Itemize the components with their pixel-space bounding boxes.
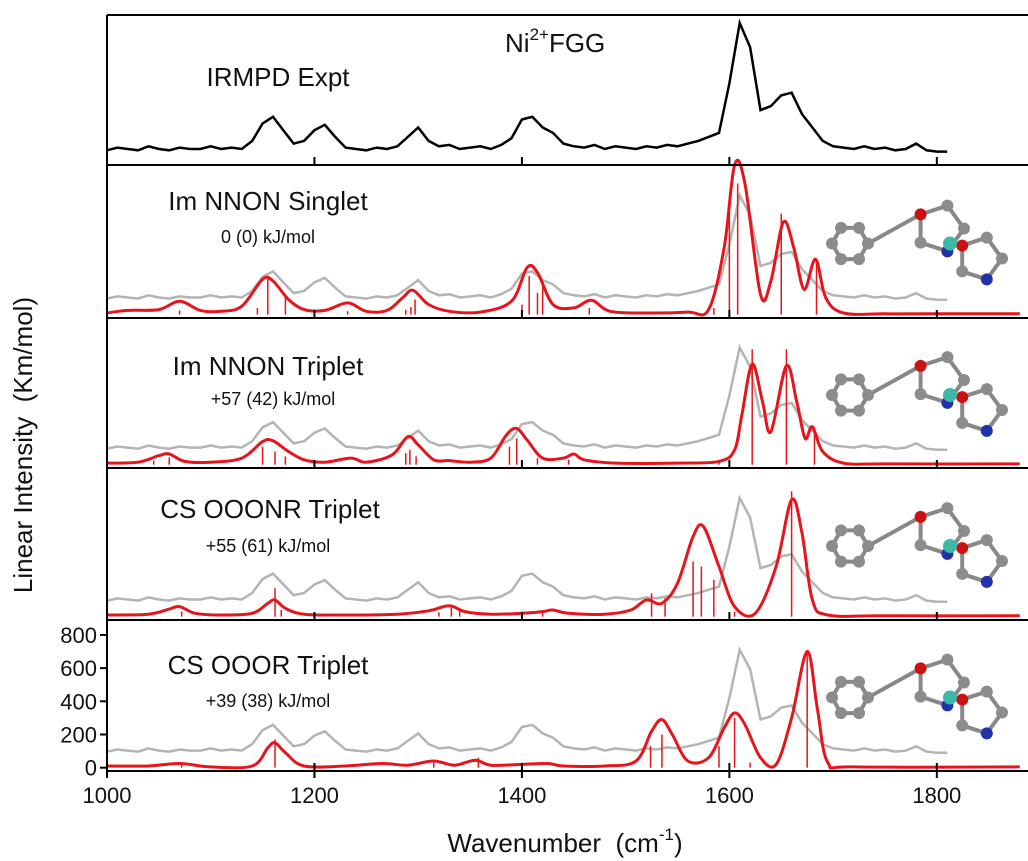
molecule-atom <box>956 694 968 706</box>
molecule-atom <box>915 662 927 674</box>
molecule-atom <box>956 719 968 731</box>
molecule-atom <box>941 502 953 514</box>
molecule-atom <box>862 238 874 250</box>
molecule-atom <box>835 222 847 234</box>
panel-subtitle: +39 (38) kJ/mol <box>206 691 331 711</box>
molecule-atom <box>958 374 970 386</box>
x-axis-label-superscript: -1 <box>659 825 674 844</box>
x-tick-label: 1000 <box>83 783 132 808</box>
molecule-metal <box>943 539 957 553</box>
y-tick-label: 800 <box>60 623 97 648</box>
molecule-atom <box>956 240 968 252</box>
molecule-atom <box>981 727 993 739</box>
x-tick-label: 1400 <box>497 783 546 808</box>
molecule-atom <box>835 707 847 719</box>
molecule-atom <box>853 253 865 265</box>
molecule-atom <box>981 686 993 698</box>
y-tick-label: 400 <box>60 689 97 714</box>
x-axis-label-part: ) <box>674 828 683 858</box>
molecule-atom <box>981 534 993 546</box>
molecule-metal <box>943 388 957 402</box>
molecule-metal <box>943 237 957 251</box>
panel-subtitle: +57 (42) kJ/mol <box>211 389 336 409</box>
molecule-atom <box>996 253 1008 265</box>
y-tick-label: 600 <box>60 656 97 681</box>
annotation-superscript: 2+ <box>530 25 549 44</box>
annotation: Ni2+FGG <box>505 25 605 58</box>
molecule-atom <box>862 540 874 552</box>
molecule-atom <box>826 540 838 552</box>
molecule-atom <box>862 389 874 401</box>
x-tick-label: 1600 <box>705 783 754 808</box>
molecule-atom <box>996 555 1008 567</box>
molecule-atom <box>915 360 927 372</box>
molecule-bond <box>868 366 921 395</box>
molecule-atom <box>853 222 865 234</box>
panel-subtitle: +55 (61) kJ/mol <box>206 536 331 556</box>
molecule-atom <box>853 556 865 568</box>
molecule-atom <box>958 677 970 689</box>
panel-subtitle: 0 (0) kJ/mol <box>221 227 315 247</box>
molecule-atom <box>941 351 953 363</box>
molecule-atom <box>981 383 993 395</box>
molecule-bond <box>868 668 921 697</box>
molecule-atom <box>981 425 993 437</box>
molecule-atom <box>941 654 953 666</box>
molecule-atom <box>915 511 927 523</box>
molecule-atom <box>835 556 847 568</box>
molecule-atom <box>853 405 865 417</box>
x-tick-label: 1200 <box>290 783 339 808</box>
y-axis-label: Linear Intensity (Km/mol) <box>8 297 38 593</box>
molecule-atom <box>956 265 968 277</box>
panel-title: Im NNON Singlet <box>168 186 368 216</box>
molecule-atom <box>835 676 847 688</box>
y-tick-label: 200 <box>60 722 97 747</box>
panel-title: IRMPD Expt <box>206 62 350 92</box>
x-tick-label: 1800 <box>912 783 961 808</box>
molecule-atom <box>915 208 927 220</box>
molecule-atom <box>853 373 865 385</box>
molecule-atom <box>956 391 968 403</box>
molecule-atom <box>835 524 847 536</box>
molecule-atom <box>981 576 993 588</box>
molecule-atom <box>826 238 838 250</box>
molecule-atom <box>915 388 927 400</box>
panel-title: Im NNON Triplet <box>173 351 364 381</box>
molecule-atom <box>853 676 865 688</box>
molecule-bond <box>868 517 921 546</box>
molecule-atom <box>996 404 1008 416</box>
panel-title: CS OOOR Triplet <box>168 650 370 680</box>
molecule-atom <box>915 237 927 249</box>
molecule-atom <box>941 200 953 212</box>
molecule-atom <box>956 542 968 554</box>
molecule-atom <box>826 692 838 704</box>
molecule-atom <box>981 232 993 244</box>
molecule-atom <box>835 253 847 265</box>
x-axis-label-part: Wavenumber (cm <box>447 828 658 858</box>
annotation-part: FGG <box>549 28 605 58</box>
x-axis-label: Wavenumber (cm-1) <box>447 825 682 858</box>
molecule-atom <box>956 568 968 580</box>
annotation-part: Ni <box>505 28 530 58</box>
molecule-atom <box>956 417 968 429</box>
molecule-atom <box>996 707 1008 719</box>
molecule-atom <box>835 405 847 417</box>
molecule-bond <box>868 214 921 243</box>
molecule-atom <box>853 707 865 719</box>
molecule-atom <box>862 692 874 704</box>
molecule-atom <box>958 525 970 537</box>
chart: IRMPD Expt Ni2+FGG Im NNON Singlet 0 (0)… <box>0 0 1028 861</box>
panel-title: CS OOONR Triplet <box>160 494 380 524</box>
molecule-atom <box>826 389 838 401</box>
molecule-metal <box>943 691 957 705</box>
molecule-atom <box>981 273 993 285</box>
molecule-atom <box>915 691 927 703</box>
molecule-atom <box>958 223 970 235</box>
molecule-atom <box>835 373 847 385</box>
molecule-atom <box>915 539 927 551</box>
y-tick-label: 0 <box>85 756 97 781</box>
molecule-atom <box>853 524 865 536</box>
